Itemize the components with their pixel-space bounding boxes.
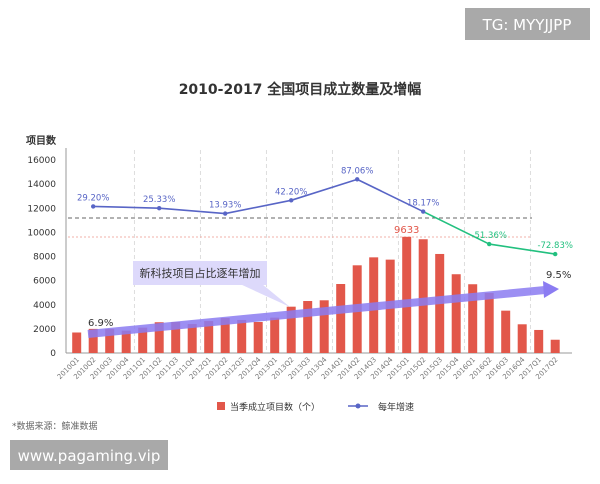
bar-2017Q2 [550,339,560,353]
bar-2016Q4 [517,324,527,353]
bar-2012Q4 [253,321,263,353]
bar-2013Q2 [286,306,296,353]
watermark-top: TG: MYYJJPP [482,16,572,34]
growth-point-2010Q2 [91,204,96,209]
bar-2015Q1 [402,236,412,353]
bar-2016Q1 [468,284,478,353]
growth-label: 13.93% [209,201,241,211]
y-tick-label: 2000 [33,325,56,335]
bar-2013Q1 [270,317,280,353]
growth-segment [290,178,358,202]
growth-label: -51.36% [471,231,506,241]
trend-arrow-head [543,281,559,298]
bar-2012Q3 [237,319,247,353]
bar-2013Q4 [319,300,329,353]
growth-label: 29.20% [77,193,109,203]
callout-box [133,261,267,285]
y-ticks: 0 2000 4000 6000 8000 10000 12000 14000 16000 [27,156,56,359]
growth-point-2013Q2 [289,198,294,203]
bar-2010Q1 [72,332,82,353]
growth-point-2017Q2 [553,251,558,257]
callout-pointer [240,284,290,307]
growth-point-2014Q2 [355,177,360,182]
chart-title: 2010-2017 全国项目成立数量及增幅 [179,81,422,98]
watermark-top-box [465,8,590,40]
growth-segment [225,199,292,215]
bar-2012Q2 [220,318,230,353]
x-ticks: 2010Q12010Q22010Q32010Q42011Q12011Q22011… [56,355,560,381]
trend-start-label: 6.9% [88,318,113,329]
growth-segment [422,210,490,245]
callout-text: 新科技项目占比逐年增加 [140,266,261,280]
legend-bar-label: 当季成立项目数（个） [230,401,320,413]
growth-point-2012Q2 [223,211,228,216]
growth-point-2011Q2 [157,206,162,211]
bar-2015Q2 [418,239,428,353]
watermark-bottom: www.pagaming.vip [18,447,161,465]
bar-2012Q1 [204,321,214,353]
trend-arrow-shaft [87,286,546,338]
growth-point-2015Q2 [421,209,426,214]
y-tick-label: 10000 [27,228,56,238]
y-tick-label: 12000 [27,204,56,214]
bar-2010Q2 [88,328,98,353]
legend-line-label: 每年增速 [378,401,414,413]
growth-segment [489,243,556,255]
watermark-bottom-box [10,440,168,470]
y-tick-label: 16000 [27,156,56,166]
bar-2015Q4 [451,274,461,353]
bar-2010Q4 [121,330,131,353]
growth-label: 18.17% [407,199,439,209]
growth-segment [159,207,226,215]
bar-2011Q4 [187,324,197,353]
growth-line: 29.20% 25.33% 13.93% 42.20% 87.06% 18.17% -51.… [77,166,573,257]
growth-point-2016Q2 [487,241,492,247]
bar-2013Q3 [303,301,313,353]
bar-2017Q1 [534,329,544,353]
y-tick-label: 6000 [33,277,56,287]
bars: 9633 [72,225,560,353]
legend-line-marker [355,403,361,409]
peak-label: 9633 [394,225,419,236]
bar-2014Q1 [336,284,346,353]
growth-segment [93,205,160,210]
bar-2011Q3 [171,321,181,353]
y-tick-label: 0 [50,349,56,359]
bar-2016Q3 [501,310,511,353]
source-note: *数据来源：鲸准数据 [12,420,98,432]
growth-label: 87.06% [341,166,373,176]
bar-2011Q2 [154,322,164,353]
y-tick-label: 4000 [33,301,56,311]
legend-bar-swatch [217,402,225,410]
trend-end-label: 9.5% [546,270,571,281]
bar-2011Q1 [138,327,148,353]
growth-label: 25.33% [143,195,175,205]
growth-label: 42.20% [275,187,307,197]
bar-2016Q2 [484,292,494,353]
bar-2010Q3 [105,328,115,353]
y-tick-label: 14000 [27,180,56,190]
growth-label: -72.83% [537,241,572,251]
y-tick-label: 8000 [33,253,56,263]
growth-segment [356,178,424,213]
y-axis-label: 项目数 [26,134,57,147]
